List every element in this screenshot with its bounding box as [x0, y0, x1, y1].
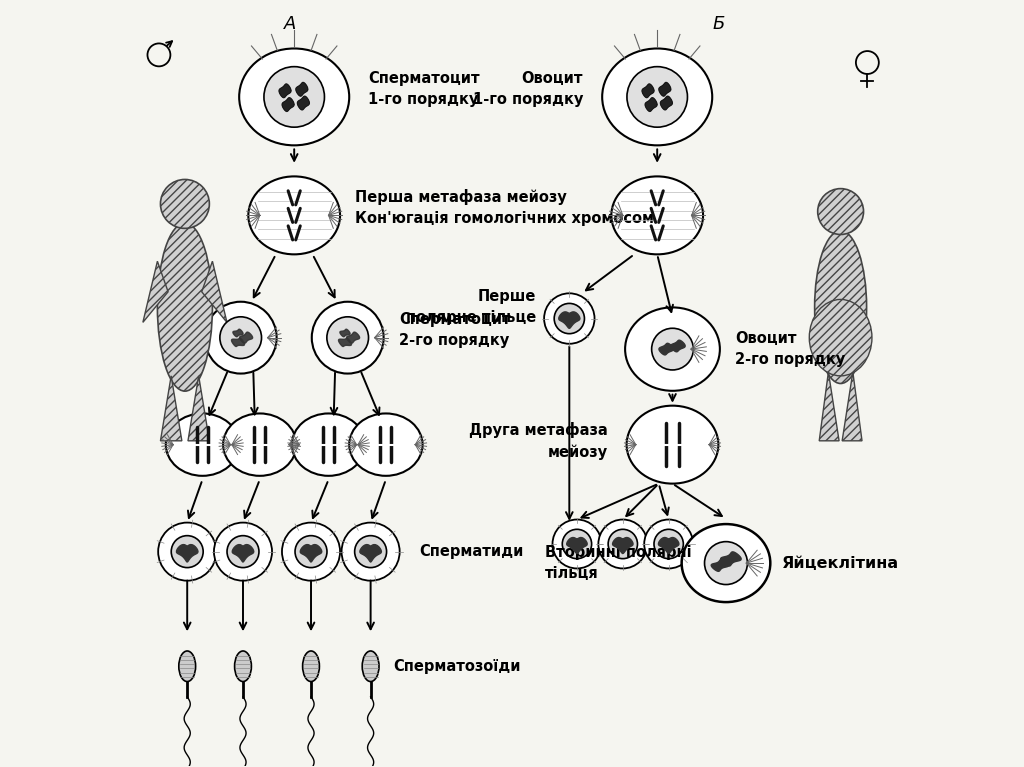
Polygon shape	[712, 559, 729, 571]
Polygon shape	[566, 538, 587, 554]
Polygon shape	[339, 338, 351, 347]
Ellipse shape	[249, 176, 340, 255]
Polygon shape	[188, 376, 209, 441]
Polygon shape	[721, 551, 741, 566]
Ellipse shape	[166, 413, 240, 476]
Circle shape	[295, 535, 327, 568]
Ellipse shape	[553, 519, 601, 568]
Circle shape	[327, 317, 369, 358]
Polygon shape	[658, 538, 679, 554]
Circle shape	[818, 189, 863, 235]
Circle shape	[171, 535, 203, 568]
Ellipse shape	[292, 413, 366, 476]
Polygon shape	[232, 545, 254, 562]
Ellipse shape	[611, 176, 703, 255]
Polygon shape	[143, 262, 168, 322]
Polygon shape	[161, 376, 182, 441]
Polygon shape	[176, 545, 198, 562]
Text: Перша метафаза мейозу
Кон'югація гомологічних хромосом: Перша метафаза мейозу Кон'югація гомолог…	[355, 189, 654, 226]
Polygon shape	[296, 83, 308, 96]
Ellipse shape	[303, 651, 319, 682]
Polygon shape	[231, 338, 245, 347]
Ellipse shape	[342, 522, 399, 581]
Ellipse shape	[158, 223, 212, 391]
Polygon shape	[202, 262, 227, 322]
Polygon shape	[559, 312, 580, 328]
Ellipse shape	[158, 522, 216, 581]
Text: Сперматоцит
2-го порядку: Сперматоцит 2-го порядку	[399, 312, 511, 348]
Ellipse shape	[240, 48, 349, 145]
Polygon shape	[659, 344, 674, 355]
Ellipse shape	[625, 308, 720, 391]
Text: Сперматоцит
1-го порядку: Сперматоцит 1-го порядку	[369, 71, 480, 107]
Polygon shape	[280, 84, 291, 97]
Ellipse shape	[349, 413, 423, 476]
Ellipse shape	[809, 299, 872, 376]
Ellipse shape	[544, 293, 595, 344]
Text: Яйцеклітина: Яйцеклітина	[781, 555, 899, 571]
Text: Б: Б	[712, 15, 725, 33]
Circle shape	[627, 67, 687, 127]
Polygon shape	[298, 96, 309, 110]
Polygon shape	[819, 372, 839, 441]
Circle shape	[354, 535, 387, 568]
Text: Сперматиди: Сперматиди	[419, 544, 523, 559]
Circle shape	[705, 542, 748, 584]
Ellipse shape	[282, 522, 340, 581]
Polygon shape	[232, 329, 243, 337]
Text: Вторинні полярні
тільця: Вторинні полярні тільця	[545, 545, 691, 581]
Circle shape	[264, 67, 325, 127]
Polygon shape	[642, 84, 654, 97]
Ellipse shape	[234, 651, 252, 682]
Circle shape	[161, 179, 209, 229]
Circle shape	[651, 328, 693, 370]
Polygon shape	[340, 329, 350, 337]
Polygon shape	[671, 341, 685, 352]
Text: Овоцит
1-го порядку: Овоцит 1-го порядку	[473, 71, 583, 107]
Ellipse shape	[644, 519, 693, 568]
Polygon shape	[346, 332, 359, 343]
Polygon shape	[300, 545, 322, 562]
Text: А: А	[285, 15, 297, 33]
Ellipse shape	[602, 48, 713, 145]
Polygon shape	[660, 96, 673, 110]
Polygon shape	[612, 538, 633, 554]
Polygon shape	[842, 372, 862, 441]
Ellipse shape	[627, 406, 719, 484]
Circle shape	[554, 304, 585, 334]
Ellipse shape	[223, 413, 297, 476]
Polygon shape	[659, 83, 671, 96]
Polygon shape	[645, 97, 657, 111]
Circle shape	[227, 535, 259, 568]
Ellipse shape	[815, 231, 866, 384]
Polygon shape	[240, 332, 253, 343]
Ellipse shape	[682, 524, 770, 602]
Circle shape	[608, 529, 638, 558]
Ellipse shape	[205, 301, 276, 374]
Circle shape	[562, 529, 592, 558]
Circle shape	[654, 529, 683, 558]
Polygon shape	[359, 545, 381, 562]
Ellipse shape	[598, 519, 647, 568]
Ellipse shape	[214, 522, 272, 581]
Polygon shape	[283, 97, 294, 111]
Ellipse shape	[179, 651, 196, 682]
Ellipse shape	[311, 301, 384, 374]
Text: Друга метафаза
мейозу: Друга метафаза мейозу	[469, 422, 607, 459]
Text: Перше
полярне тільце: Перше полярне тільце	[407, 289, 537, 325]
Text: Сперматозоїди: Сперматозоїди	[393, 659, 521, 673]
Text: Овоцит
2-го порядку: Овоцит 2-го порядку	[735, 331, 846, 367]
Circle shape	[220, 317, 261, 358]
Ellipse shape	[362, 651, 379, 682]
